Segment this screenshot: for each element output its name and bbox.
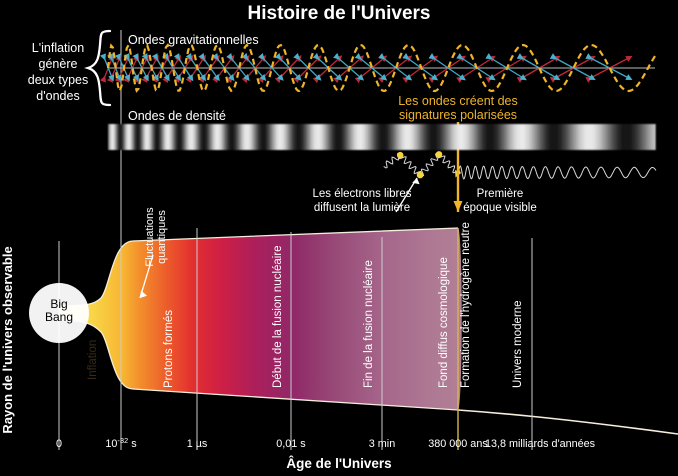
svg-text:1 µs: 1 µs	[187, 438, 208, 450]
svg-text:Première: Première	[477, 188, 524, 200]
svg-text:Bang: Bang	[45, 310, 73, 324]
svg-text:deux types: deux types	[28, 73, 88, 87]
svg-text:époque visible: époque visible	[463, 202, 537, 214]
svg-text:quantiques: quantiques	[156, 210, 168, 264]
svg-text:Fin de la fusion nucléaire: Fin de la fusion nucléaire	[363, 260, 375, 388]
svg-text:0: 0	[56, 438, 62, 450]
svg-text:Ondes de densité: Ondes de densité	[128, 109, 226, 123]
svg-text:signatures polarisées: signatures polarisées	[399, 108, 517, 122]
svg-text:Formation de l'hydrogène neutr: Formation de l'hydrogène neutre	[460, 222, 472, 388]
svg-text:Fluctuations: Fluctuations	[144, 207, 156, 267]
svg-text:Protons formés: Protons formés	[163, 310, 175, 388]
svg-text:diffusent la lumière: diffusent la lumière	[314, 202, 410, 214]
svg-text:Les ondes créent des: Les ondes créent des	[398, 94, 518, 108]
svg-text:Big: Big	[50, 297, 67, 311]
svg-text:Rayon de l'univers observable: Rayon de l'univers observable	[0, 246, 15, 433]
svg-text:Les électrons libres: Les électrons libres	[312, 188, 411, 200]
svg-text:3 min: 3 min	[369, 438, 395, 450]
svg-text:L'inflation: L'inflation	[32, 41, 84, 55]
svg-text:Fond diffus cosmologique: Fond diffus cosmologique	[438, 257, 450, 388]
svg-text:0,01 s: 0,01 s	[276, 438, 306, 450]
svg-text:13,8 milliards d'années: 13,8 milliards d'années	[485, 438, 596, 450]
svg-text:Histoire de l'Univers: Histoire de l'Univers	[248, 3, 431, 24]
svg-text:génère: génère	[39, 57, 78, 71]
svg-text:Âge de l'Univers: Âge de l'Univers	[286, 456, 391, 471]
svg-text:380 000 ans: 380 000 ans	[428, 438, 488, 450]
svg-text:Début de la fusion nucléaire: Début de la fusion nucléaire	[272, 245, 284, 388]
svg-text:Univers moderne: Univers moderne	[512, 300, 524, 388]
svg-text:d'ondes: d'ondes	[36, 89, 79, 103]
svg-text:Inflation: Inflation	[87, 340, 99, 380]
